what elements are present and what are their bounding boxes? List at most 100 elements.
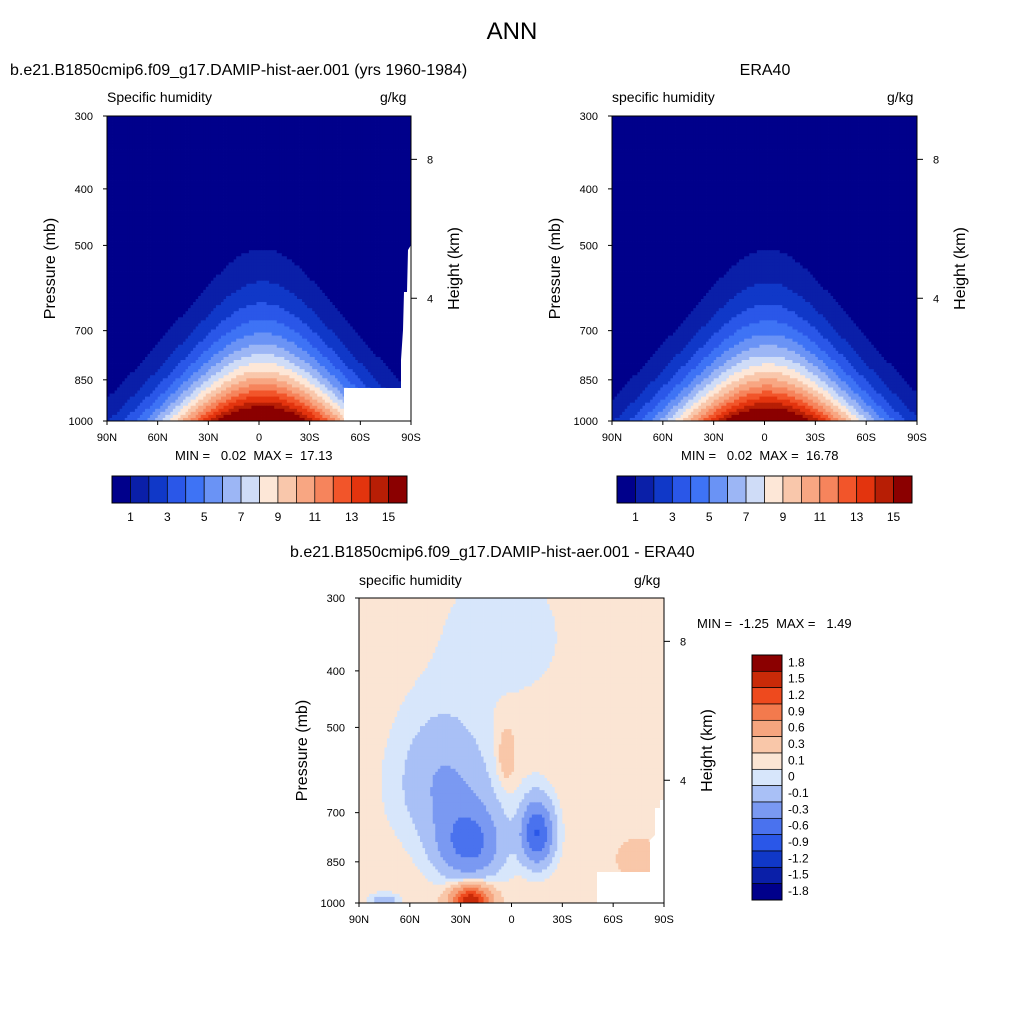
- field-cell: [358, 128, 361, 131]
- field-cell: [348, 116, 351, 119]
- field-cell: [307, 134, 310, 137]
- field-cell: [211, 122, 214, 125]
- field-cell: [251, 122, 254, 125]
- field-cell: [110, 131, 113, 134]
- field-cell: [320, 122, 323, 125]
- field-cell: [274, 116, 277, 119]
- field-cell: [249, 125, 252, 128]
- field-cell: [277, 116, 280, 119]
- field-cell: [353, 119, 356, 122]
- field-cell: [246, 116, 249, 119]
- field-cell: [198, 116, 201, 119]
- field-cell: [229, 116, 232, 119]
- field-cell: [396, 125, 399, 128]
- field-cell: [335, 116, 338, 119]
- field-cell: [145, 131, 148, 134]
- field-cell: [239, 125, 242, 128]
- field-cell: [320, 125, 323, 128]
- field-cell: [196, 140, 199, 143]
- field-cell: [287, 116, 290, 119]
- field-cell: [256, 122, 259, 125]
- field-cell: [216, 137, 219, 140]
- field-cell: [264, 131, 267, 134]
- field-cell: [393, 122, 396, 125]
- field-cell: [186, 137, 189, 140]
- field-cell: [393, 125, 396, 128]
- field-cell: [218, 116, 221, 119]
- field-cell: [183, 134, 186, 137]
- field-cell: [335, 122, 338, 125]
- field-cell: [180, 131, 183, 134]
- field-cell: [393, 137, 396, 140]
- field-cell: [180, 128, 183, 131]
- field-cell: [317, 122, 320, 125]
- field-cell: [294, 128, 297, 131]
- field-cell: [272, 116, 275, 119]
- field-cell: [403, 116, 406, 119]
- field-cell: [155, 140, 158, 143]
- field-cell: [272, 122, 275, 125]
- field-cell: [340, 125, 343, 128]
- field-cell: [117, 128, 120, 131]
- field-cell: [360, 137, 363, 140]
- field-cell: [244, 125, 247, 128]
- field-cell: [373, 131, 376, 134]
- field-cell: [282, 131, 285, 134]
- field-cell: [368, 125, 371, 128]
- field-cell: [393, 119, 396, 122]
- field-cell: [332, 134, 335, 137]
- field-cell: [332, 131, 335, 134]
- field-cell: [218, 119, 221, 122]
- field-cell: [160, 137, 163, 140]
- field-cell: [279, 131, 282, 134]
- field-cell: [160, 125, 163, 128]
- field-cell: [160, 131, 163, 134]
- field-cell: [355, 116, 358, 119]
- field-cell: [355, 125, 358, 128]
- field-cell: [355, 137, 358, 140]
- field-cell: [196, 137, 199, 140]
- field-cell: [277, 125, 280, 128]
- field-cell: [274, 125, 277, 128]
- field-cell: [226, 137, 229, 140]
- field-cell: [244, 128, 247, 131]
- field-cell: [279, 122, 282, 125]
- field-cell: [267, 137, 270, 140]
- field-cell: [297, 122, 300, 125]
- field-cell: [391, 131, 394, 134]
- field-cell: [158, 119, 161, 122]
- field-cell: [396, 131, 399, 134]
- field-cell: [363, 116, 366, 119]
- field-cell: [173, 119, 176, 122]
- field-cell: [315, 116, 318, 119]
- field-cell: [137, 125, 140, 128]
- field-cell: [305, 125, 308, 128]
- field-cell: [198, 122, 201, 125]
- field-cell: [153, 131, 156, 134]
- field-cell: [140, 116, 143, 119]
- field-cell: [125, 137, 128, 140]
- field-cell: [254, 134, 257, 137]
- field-cell: [231, 134, 234, 137]
- field-cell: [153, 116, 156, 119]
- field-cell: [297, 119, 300, 122]
- field-cell: [365, 125, 368, 128]
- field-cell: [368, 116, 371, 119]
- field-cell: [229, 122, 232, 125]
- field-cell: [386, 128, 389, 131]
- field-cell: [186, 128, 189, 131]
- field-cell: [186, 122, 189, 125]
- field-cell: [292, 134, 295, 137]
- field-cell: [322, 131, 325, 134]
- field-cell: [320, 119, 323, 122]
- field-cell: [145, 137, 148, 140]
- field-cell: [203, 122, 206, 125]
- field-cell: [256, 116, 259, 119]
- field-cell: [287, 134, 290, 137]
- field-cell: [302, 125, 305, 128]
- field-cell: [175, 122, 178, 125]
- field-cell: [241, 128, 244, 131]
- field-cell: [398, 134, 401, 137]
- field-cell: [117, 116, 120, 119]
- field-cell: [272, 128, 275, 131]
